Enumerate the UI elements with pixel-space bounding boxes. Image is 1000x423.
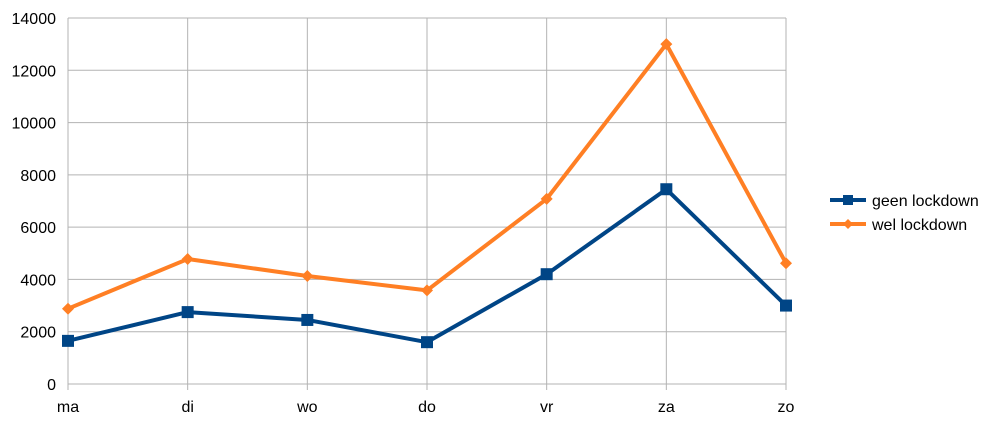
x-tick-label: ma (57, 399, 79, 416)
legend-label: wel lockdown (871, 217, 967, 234)
y-tick-label: 12000 (12, 63, 57, 80)
legend-marker (843, 195, 853, 205)
data-point (780, 257, 792, 270)
data-point (301, 270, 314, 283)
data-point (421, 284, 433, 297)
y-tick-label: 2000 (20, 325, 56, 342)
legend-item: wel lockdown (830, 217, 967, 234)
x-tick-label: di (181, 399, 193, 416)
series-2 (62, 38, 792, 315)
y-tick-label: 14000 (12, 11, 57, 28)
data-point (421, 336, 433, 349)
x-tick-label: zo (778, 399, 795, 416)
x-tick-label: vr (540, 399, 554, 416)
data-point (181, 306, 194, 319)
legend: geen lockdown wel lockdown (830, 193, 979, 234)
data-point (181, 253, 194, 266)
data-point (301, 313, 314, 326)
gridlines (67, 17, 787, 390)
y-tick-label: 4000 (20, 272, 56, 289)
x-axis: ma di wo do vr za zo (57, 399, 795, 416)
plot-area: 0 2000 4000 6000 8000 10000 12000 14000 ma di wo d… (12, 11, 795, 416)
y-tick-label: 0 (47, 377, 56, 394)
data-point (540, 268, 553, 281)
data-point (62, 302, 74, 315)
data-point (660, 38, 673, 51)
y-tick-label: 8000 (20, 168, 56, 185)
data-point (540, 192, 553, 205)
x-tick-label: do (418, 399, 436, 416)
data-point (780, 299, 792, 312)
y-tick-label: 6000 (20, 220, 56, 237)
legend-item: geen lockdown (830, 193, 979, 210)
legend-label: geen lockdown (872, 193, 979, 210)
y-tick-label: 10000 (12, 116, 57, 133)
data-point (62, 334, 74, 347)
series-1 (62, 183, 792, 349)
data-point (660, 183, 673, 196)
y-axis: 0 2000 4000 6000 8000 10000 12000 14000 (12, 11, 57, 394)
legend-marker (843, 219, 853, 229)
x-tick-label: za (658, 399, 675, 416)
x-tick-label: wo (296, 399, 318, 416)
series-layer (62, 38, 792, 349)
